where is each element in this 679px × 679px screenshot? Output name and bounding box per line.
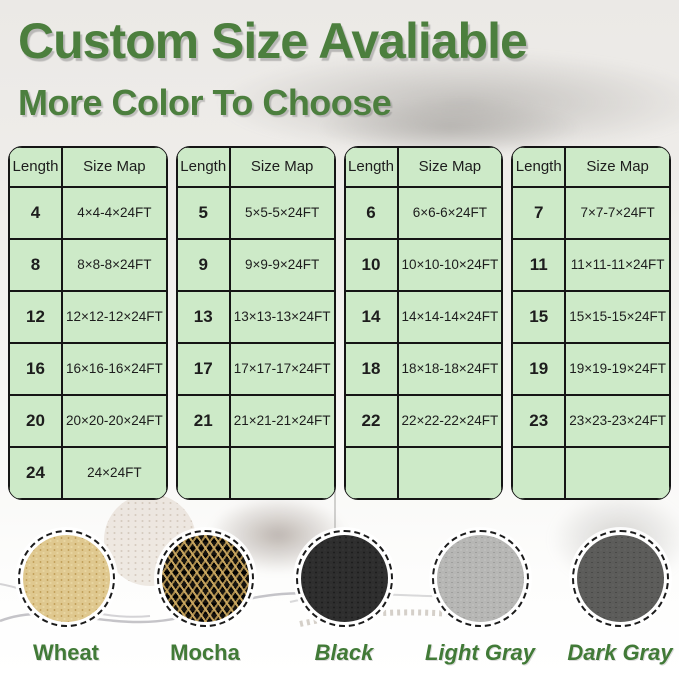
length-cell: 8 [9,239,62,291]
size-map-cell-empty [229,447,335,499]
length-cell: 7 [512,187,566,239]
size-map-cell: 8×8-8×24FT [62,239,167,291]
length-column-header: Length [9,147,62,187]
size-map-cell: 22×22-22×24FT [397,395,503,447]
size-map-cell: 9×9-9×24FT [229,239,335,291]
size-map-cell: 12×12-12×24FT [62,291,167,343]
length-cell: 16 [9,343,62,395]
size-map-cell: 6×6-6×24FT [397,187,503,239]
swatch-label-dark-gray: Dark Gray [567,640,673,665]
dashed-circle [156,530,254,627]
length-cell-empty [176,447,230,499]
length-column-header: Length [512,147,566,187]
length-cell: 13 [176,291,230,343]
size-map-cell: 4×4-4×24FT [62,187,167,239]
light-gray-fabric-icon [436,535,524,622]
size-map-cell: 21×21-21×24FT [229,395,335,447]
size-map-column-header: Size Map [62,147,167,187]
wheat-fabric-icon [22,535,110,622]
swatch-dark-gray: Dark Gray [563,530,677,666]
length-column-header: Length [344,147,398,187]
page-title: Custom Size Avaliable [18,13,528,69]
length-cell: 20 [9,395,62,447]
size-map-cell: 19×19-19×24FT [565,343,670,395]
length-column-header: Length [176,147,230,187]
size-tables: Length Size Map 4 4×4-4×24FT 8 8×8-8×24F… [8,146,671,500]
size-map-cell: 13×13-13×24FT [229,291,335,343]
length-cell: 11 [512,239,566,291]
length-cell: 22 [344,395,398,447]
dark-gray-fabric-icon [576,535,664,622]
length-cell-empty [512,447,566,499]
length-cell: 21 [176,395,230,447]
size-map-column-header: Size Map [229,147,335,187]
length-cell: 23 [512,395,566,447]
dashed-circle [295,530,393,627]
swatch-label-black: Black [314,640,374,665]
size-map-cell: 7×7-7×24FT [565,187,670,239]
mocha-fabric-icon [161,535,249,622]
length-cell: 19 [512,343,566,395]
swatch-black: Black [287,530,401,666]
length-cell: 14 [344,291,398,343]
swatch-label-light-gray: Light Gray [424,640,535,665]
length-cell: 15 [512,291,566,343]
length-cell: 12 [9,291,62,343]
length-cell: 5 [176,187,230,239]
length-cell: 17 [176,343,230,395]
dashed-circle [571,530,669,627]
swatch-wheat: Wheat [9,530,123,666]
length-cell: 6 [344,187,398,239]
length-cell: 4 [9,187,62,239]
length-cell: 24 [9,447,62,499]
size-map-column-header: Size Map [565,147,670,187]
size-table-3: Length Size Map 6 6×6-6×24FT 10 10×10-10… [343,146,504,500]
page-subtitle: More Color To Choose [18,82,392,123]
black-fabric-icon [300,535,388,622]
swatch-label-mocha: Mocha [170,640,240,665]
swatch-mocha: Mocha [148,530,262,666]
size-map-cell: 24×24FT [62,447,167,499]
size-map-cell: 16×16-16×24FT [62,343,167,395]
size-map-cell: 5×5-5×24FT [229,187,335,239]
size-table-4: Length Size Map 7 7×7-7×24FT 11 11×11-11… [511,146,671,500]
size-map-column-header: Size Map [397,147,503,187]
size-map-cell: 15×15-15×24FT [565,291,670,343]
size-map-cell-empty [397,447,503,499]
swatch-label-wheat: Wheat [33,640,99,665]
length-cell: 18 [344,343,398,395]
size-map-cell: 17×17-17×24FT [229,343,335,395]
dashed-circle [17,530,115,627]
size-table-2: Length Size Map 5 5×5-5×24FT 9 9×9-9×24F… [175,146,336,500]
size-map-cell: 14×14-14×24FT [397,291,503,343]
size-map-cell: 11×11-11×24FT [565,239,670,291]
size-map-cell: 18×18-18×24FT [397,343,503,395]
length-cell-empty [344,447,398,499]
length-cell: 9 [176,239,230,291]
size-map-cell: 23×23-23×24FT [565,395,670,447]
size-map-cell: 10×10-10×24FT [397,239,503,291]
swatch-light-gray: Light Gray [423,530,537,666]
size-table-1: Length Size Map 4 4×4-4×24FT 8 8×8-8×24F… [8,146,168,500]
length-cell: 10 [344,239,398,291]
size-map-cell-empty [565,447,670,499]
size-map-cell: 20×20-20×24FT [62,395,167,447]
dashed-circle [431,530,529,627]
